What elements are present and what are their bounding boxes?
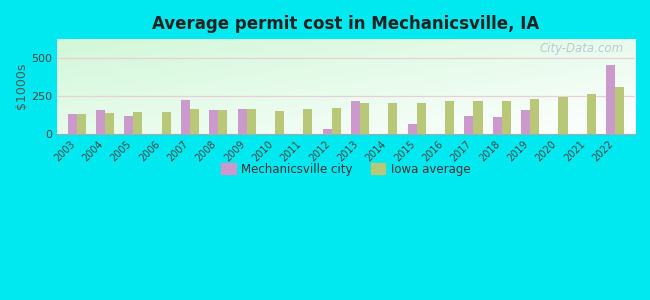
Bar <box>389 103 397 134</box>
Bar <box>246 110 255 134</box>
Bar <box>238 110 246 134</box>
Y-axis label: $1000s: $1000s <box>15 63 28 110</box>
Bar <box>464 116 473 134</box>
Bar <box>162 112 171 134</box>
Legend: Mechanicsville city, Iowa average: Mechanicsville city, Iowa average <box>216 158 475 180</box>
Bar <box>304 109 313 134</box>
Bar <box>96 110 105 134</box>
Bar <box>493 117 502 134</box>
Bar <box>558 97 567 134</box>
Bar <box>360 103 369 134</box>
Bar <box>133 112 142 134</box>
Bar <box>275 111 284 134</box>
Bar <box>68 114 77 134</box>
Bar <box>181 100 190 134</box>
Bar <box>77 114 86 134</box>
Bar <box>417 103 426 134</box>
Bar <box>218 110 227 134</box>
Bar <box>322 129 332 134</box>
Bar <box>124 116 133 134</box>
Bar <box>105 112 114 134</box>
Bar <box>408 124 417 134</box>
Bar <box>521 110 530 134</box>
Bar <box>351 101 360 134</box>
Bar <box>530 99 540 134</box>
Text: City-Data.com: City-Data.com <box>540 42 623 55</box>
Bar <box>209 110 218 134</box>
Bar <box>606 65 615 134</box>
Bar <box>332 108 341 134</box>
Bar <box>502 101 511 134</box>
Bar <box>190 109 199 134</box>
Bar <box>445 101 454 134</box>
Bar <box>587 94 596 134</box>
Bar <box>473 101 482 134</box>
Title: Average permit cost in Mechanicsville, IA: Average permit cost in Mechanicsville, I… <box>152 15 540 33</box>
Bar <box>615 87 624 134</box>
